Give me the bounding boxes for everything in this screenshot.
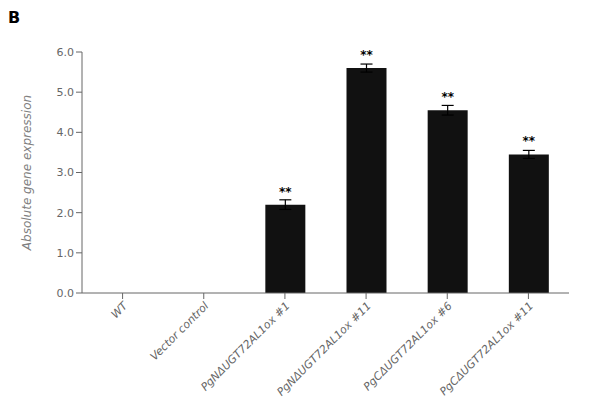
- svg-text:6.0: 6.0: [57, 46, 75, 59]
- svg-text:WT: WT: [109, 299, 132, 322]
- svg-text:5.0: 5.0: [57, 86, 75, 99]
- svg-text:4.0: 4.0: [57, 126, 75, 139]
- svg-text:**: **: [360, 48, 373, 62]
- svg-text:3.0: 3.0: [57, 166, 75, 179]
- svg-text:PgNΔUGT72AL1ox #1: PgNΔUGT72AL1ox #1: [198, 299, 292, 393]
- svg-text:**: **: [523, 134, 536, 148]
- svg-text:0.0: 0.0: [57, 287, 75, 300]
- svg-text:**: **: [441, 90, 454, 104]
- svg-text:2.0: 2.0: [57, 207, 75, 220]
- svg-text:PgCΔUGT72AL1ox #11: PgCΔUGT72AL1ox #11: [437, 299, 536, 398]
- svg-text:Vector control: Vector control: [148, 299, 212, 363]
- svg-text:Absolute gene expression: Absolute gene expression: [20, 95, 34, 251]
- svg-text:1.0: 1.0: [57, 247, 75, 260]
- svg-text:PgCΔUGT72AL1ox #6: PgCΔUGT72AL1ox #6: [361, 299, 455, 393]
- svg-text:**: **: [279, 185, 292, 199]
- svg-text:PgNΔUGT72AL1ox #11: PgNΔUGT72AL1ox #11: [275, 299, 374, 398]
- html-text:B: B: [8, 8, 21, 27]
